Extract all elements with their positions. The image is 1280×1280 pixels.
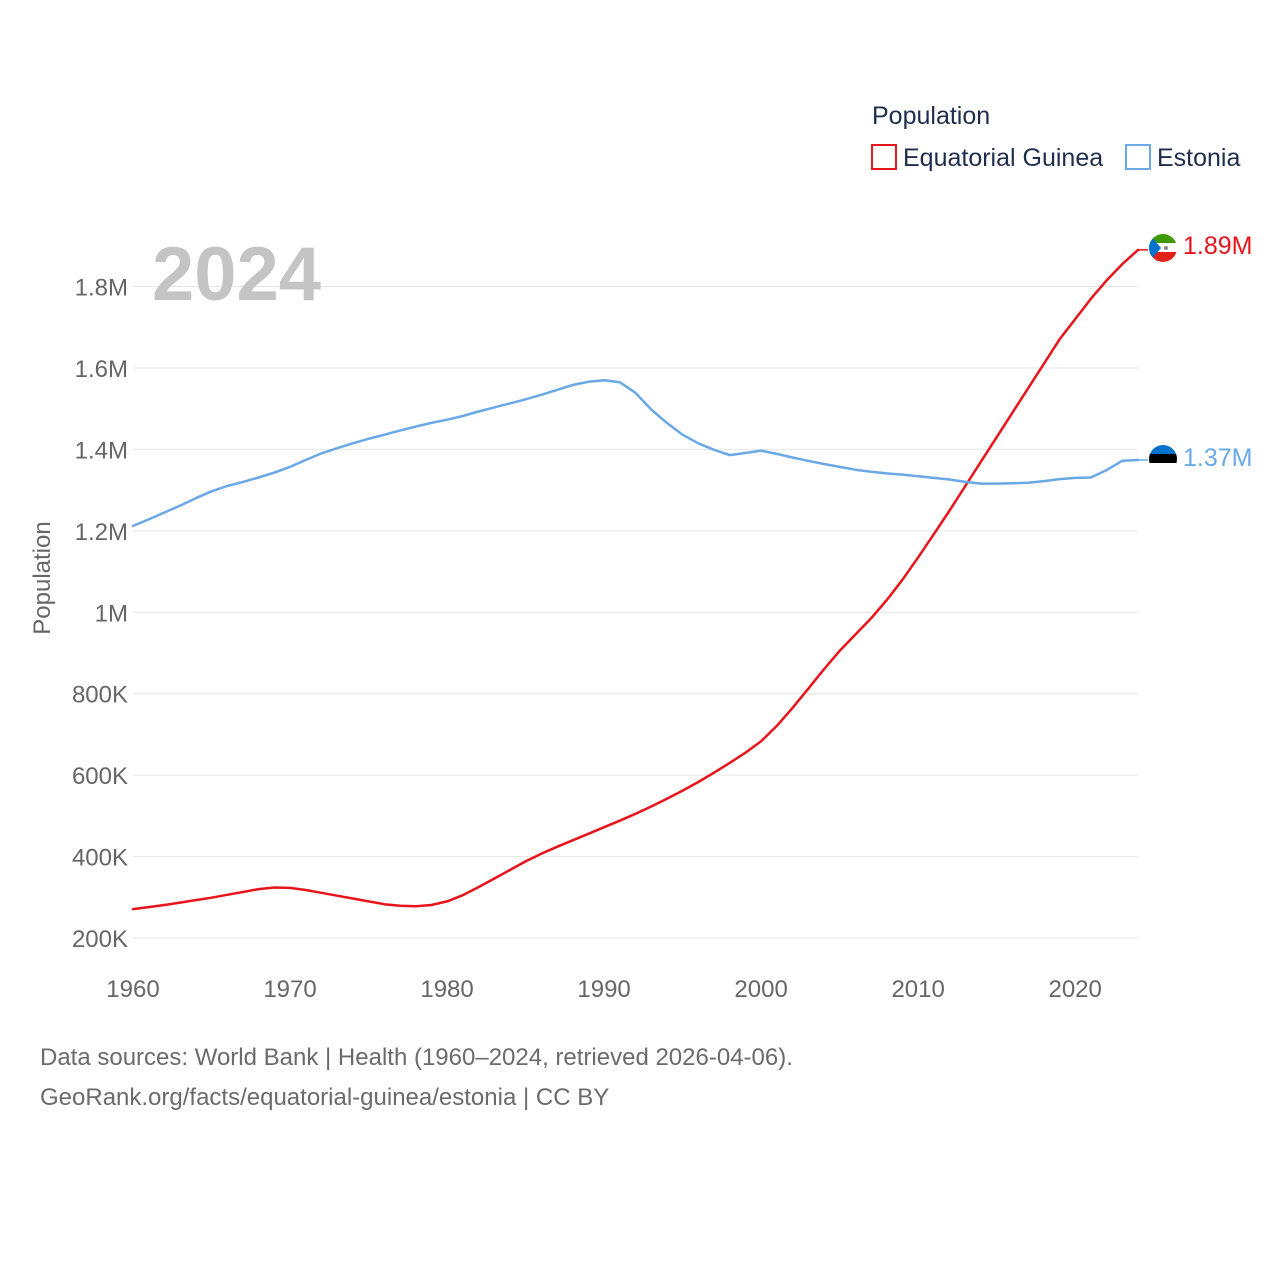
- legend-swatch: [871, 144, 897, 170]
- x-axis-ticks: 1960 1970 1980 1990 2000 2010 2020: [106, 976, 1102, 1003]
- y-axis-title: Population: [29, 521, 56, 634]
- equatorial-guinea-flag-icon: [1149, 234, 1177, 262]
- estonia-flag-icon: [1149, 445, 1177, 473]
- legend-label: Estonia: [1157, 144, 1240, 172]
- x-tick-label: 2020: [1048, 976, 1101, 1003]
- x-tick-label: 1970: [263, 976, 316, 1003]
- series-line-estonia[interactable]: [131, 378, 1140, 528]
- y-tick-label: 200K: [72, 926, 128, 953]
- y-tick-label: 1.6M: [75, 356, 128, 383]
- series-lines: [131, 248, 1148, 911]
- year-label: 2024: [152, 232, 321, 317]
- series-line-equatorial-guinea[interactable]: [131, 248, 1140, 911]
- x-tick-label: 1990: [577, 976, 630, 1003]
- y-tick-label: 800K: [72, 682, 128, 709]
- legend-label: Equatorial Guinea: [903, 144, 1103, 172]
- x-tick-label: 1980: [420, 976, 473, 1003]
- legend-item-equatorial-guinea[interactable]: Equatorial Guinea: [871, 144, 1103, 172]
- gridlines: [133, 286, 1138, 939]
- y-tick-label: 1M: [95, 600, 128, 627]
- y-tick-label: 1.2M: [75, 519, 128, 546]
- y-tick-label: 1.8M: [75, 275, 128, 302]
- y-tick-label: 600K: [72, 763, 128, 790]
- x-tick-label: 2010: [891, 976, 944, 1003]
- end-value-label-estonia: 1.37M: [1183, 444, 1252, 472]
- legend-swatch: [1125, 144, 1151, 170]
- legend-title: Population: [872, 102, 990, 130]
- x-tick-label: 2000: [734, 976, 787, 1003]
- y-axis-ticks: 200K 400K 600K 800K 1M 1.2M 1.4M 1.6M 1.8M: [72, 275, 128, 954]
- y-tick-label: 400K: [72, 845, 128, 872]
- x-tick-label: 1960: [106, 976, 159, 1003]
- data-source-text: Data sources: World Bank | Health (1960–…: [40, 1044, 793, 1071]
- y-tick-label: 1.4M: [75, 437, 128, 464]
- legend: Population Equatorial Guinea Estonia: [871, 102, 1240, 172]
- attribution-link[interactable]: GeoRank.org/facts/equatorial-guinea/esto…: [40, 1084, 610, 1111]
- legend-item-estonia[interactable]: Estonia: [1125, 144, 1240, 172]
- end-value-label-equatorial-guinea: 1.89M: [1183, 232, 1252, 260]
